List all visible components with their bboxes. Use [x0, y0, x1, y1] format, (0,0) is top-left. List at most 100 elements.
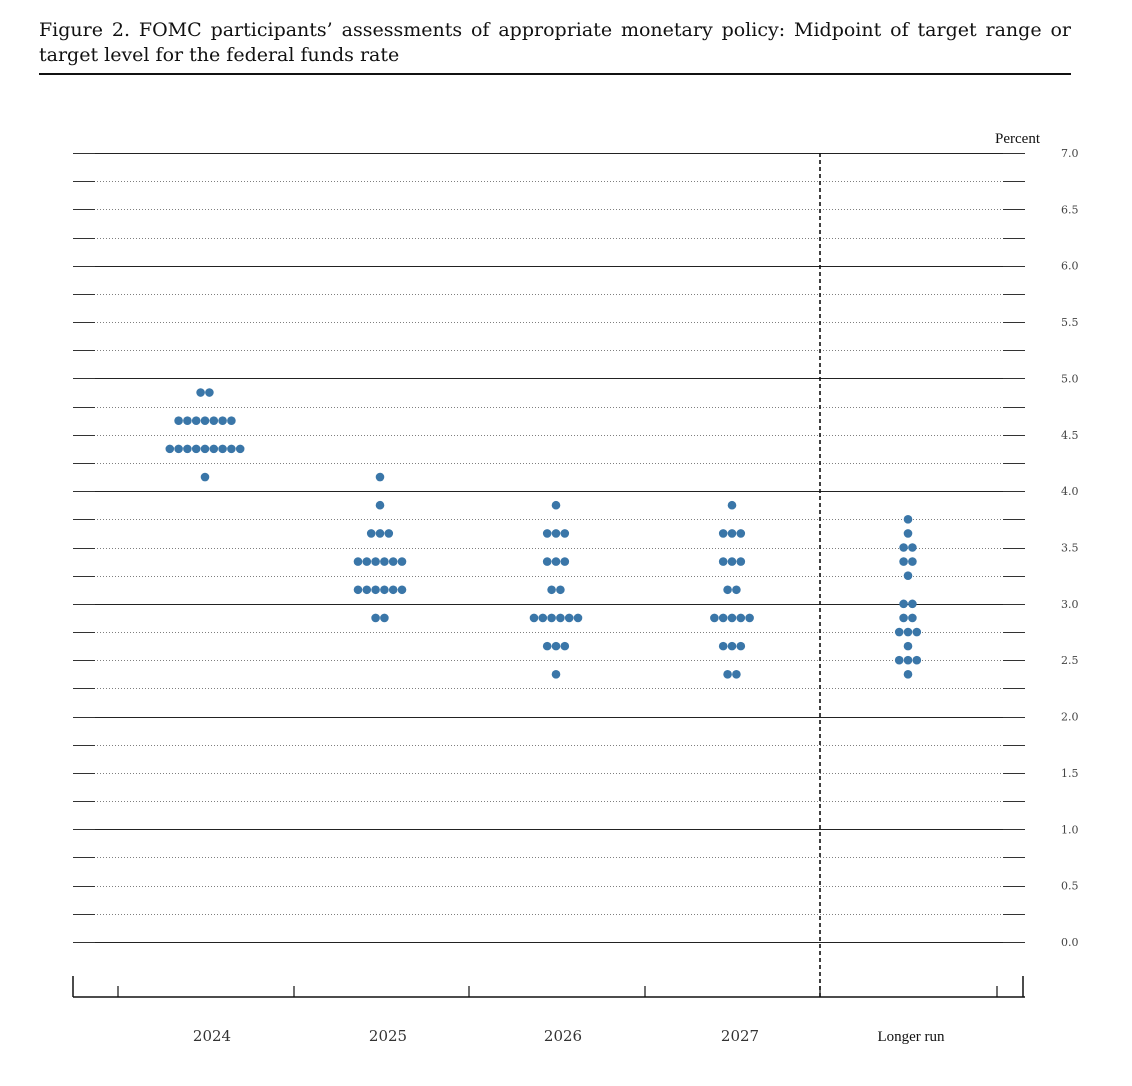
participant-dot	[362, 557, 372, 566]
y-tick-label: 7.0	[1061, 147, 1079, 160]
participant-dot	[732, 585, 741, 595]
participant-dot	[200, 472, 210, 482]
participant-dot	[183, 444, 192, 454]
participant-dot	[191, 444, 201, 454]
y-tick-label: 1.5	[1061, 767, 1079, 780]
participant-dot	[899, 557, 908, 566]
participant-dot	[196, 388, 205, 397]
dots-layer	[165, 388, 922, 679]
participant-dot	[388, 585, 398, 595]
participant-dot	[894, 627, 904, 637]
participant-dot	[209, 444, 219, 454]
participant-dot	[371, 613, 380, 623]
participant-dot	[736, 613, 746, 623]
participant-dot	[908, 543, 917, 552]
participant-dot	[727, 557, 737, 566]
participant-dot	[362, 585, 372, 595]
participant-dot	[573, 613, 583, 623]
participant-dot	[235, 444, 245, 454]
y-axis-ticks: 7.0 6.5 6.0 5.5 5.0 4.5 4.0 3.5 3.0 2.5 2.0 1.5 1.0 0…	[1061, 147, 1079, 949]
participant-dot	[903, 571, 913, 580]
participant-dot	[551, 641, 561, 651]
participant-dot	[723, 670, 732, 679]
participant-dot	[371, 557, 380, 566]
participant-dot	[718, 557, 728, 566]
unit-label: Percent	[995, 131, 1041, 147]
participant-dot	[894, 655, 904, 665]
x-category-label: Longer run	[877, 1029, 945, 1045]
participant-dot	[375, 500, 385, 510]
participant-dot	[227, 444, 236, 454]
participant-dot	[736, 529, 746, 538]
y-tick-label: 4.0	[1061, 485, 1079, 498]
participant-dot	[551, 529, 561, 538]
participant-dot	[723, 585, 732, 595]
participant-dot	[727, 641, 737, 651]
participant-dot	[538, 613, 548, 623]
grid-lines	[73, 153, 1025, 943]
participant-dot	[380, 557, 389, 566]
participant-dot	[899, 599, 908, 609]
x-category-label: 2025	[369, 1027, 407, 1045]
y-tick-label: 2.0	[1061, 711, 1079, 724]
participant-dot	[542, 641, 552, 651]
participant-dot	[908, 557, 917, 566]
participant-dot	[353, 585, 363, 595]
participant-dot	[727, 529, 737, 538]
participant-dot	[912, 655, 922, 665]
participant-dot	[174, 416, 183, 425]
participant-dot	[564, 613, 574, 623]
participant-dot	[205, 388, 214, 397]
y-tick-label: 3.0	[1061, 598, 1079, 611]
y-tick-label: 2.5	[1061, 654, 1079, 667]
participant-dot	[727, 500, 737, 510]
y-tick-label: 0.5	[1061, 880, 1079, 893]
participant-dot	[200, 444, 210, 454]
participant-dot	[745, 613, 754, 623]
participant-dot	[736, 557, 746, 566]
participant-dot	[200, 416, 210, 425]
participant-dot	[218, 444, 227, 454]
participant-dot	[529, 613, 539, 623]
y-tick-label: 1.0	[1061, 823, 1079, 836]
y-tick-label: 5.0	[1061, 372, 1079, 385]
x-category-label: 2027	[721, 1027, 759, 1045]
participant-dot	[218, 416, 227, 425]
participant-dot	[388, 557, 398, 566]
participant-dot	[174, 444, 183, 454]
participant-dot	[397, 585, 407, 595]
participant-dot	[899, 543, 908, 552]
participant-dot	[547, 613, 556, 623]
participant-dot	[209, 416, 219, 425]
participant-dot	[718, 641, 728, 651]
participant-dot	[903, 515, 913, 524]
participant-dot	[556, 585, 565, 595]
participant-dot	[903, 529, 913, 538]
x-category-label: 2024	[193, 1027, 231, 1045]
participant-dot	[736, 641, 746, 651]
participant-dot	[912, 627, 922, 637]
participant-dot	[551, 500, 561, 510]
participant-dot	[380, 613, 389, 623]
participant-dot	[718, 529, 728, 538]
x-axis: 2024 2025 2026 2027 Longer run	[72, 153, 1025, 1045]
participant-dot	[727, 613, 737, 623]
participant-dot	[547, 585, 556, 595]
title-rule	[39, 73, 1071, 75]
participant-dot	[560, 529, 570, 538]
y-tick-label: 0.0	[1061, 936, 1079, 949]
y-tick-label: 6.5	[1061, 203, 1079, 216]
participant-dot	[542, 529, 552, 538]
participant-dot	[732, 670, 741, 679]
participant-dot	[908, 599, 917, 609]
y-tick-label: 4.5	[1061, 429, 1079, 442]
participant-dot	[560, 641, 570, 651]
y-tick-label: 3.5	[1061, 542, 1079, 555]
participant-dot	[366, 529, 376, 538]
participant-dot	[397, 557, 407, 566]
participant-dot	[556, 613, 565, 623]
participant-dot	[903, 627, 913, 637]
participant-dot	[165, 444, 175, 454]
y-tick-label: 6.0	[1061, 260, 1079, 273]
